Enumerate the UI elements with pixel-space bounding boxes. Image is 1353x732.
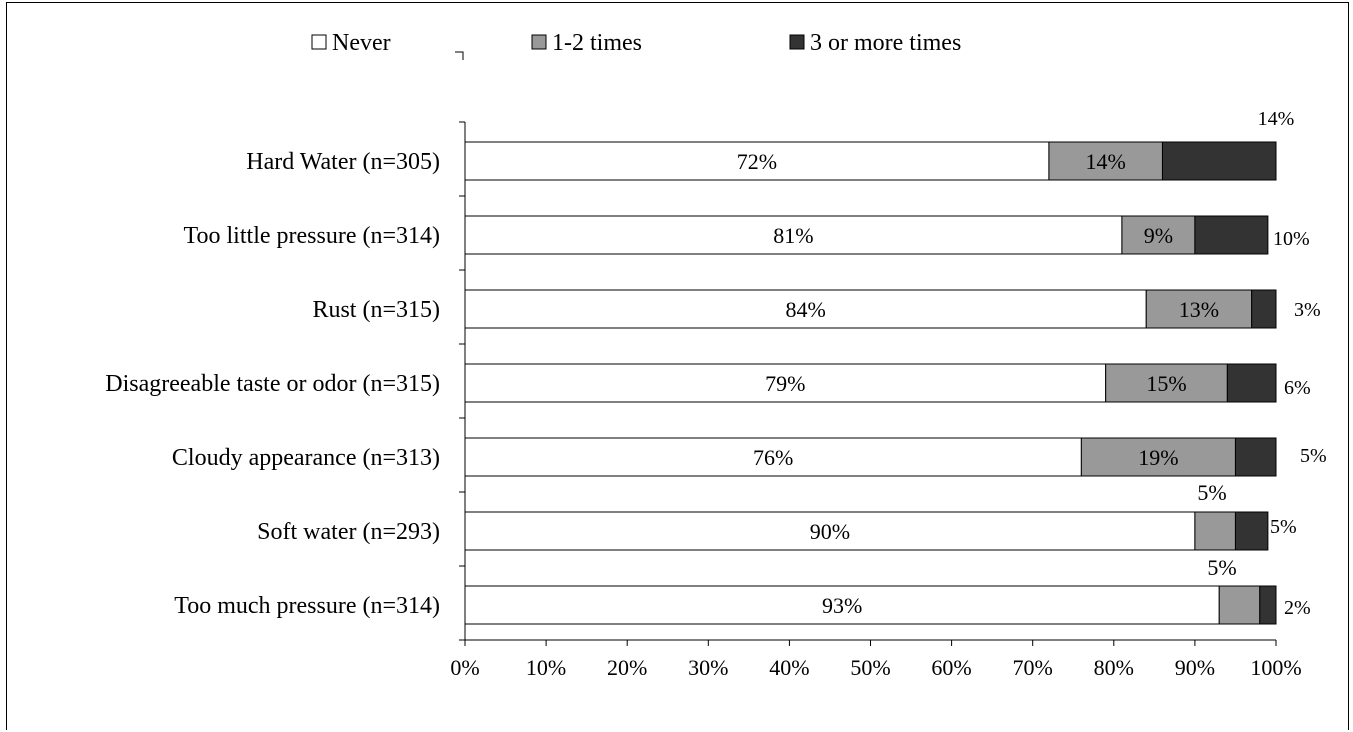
bar-segment [464, 215, 1123, 255]
category-label: Too little pressure (n=314) [184, 223, 440, 249]
category-label: Hard Water (n=305) [246, 149, 440, 175]
data-label: 93% [822, 593, 862, 618]
bar-segment [1121, 215, 1196, 255]
bar-segment [464, 585, 1220, 625]
bar-segment [1226, 363, 1277, 403]
bar-segment [1161, 141, 1277, 181]
category-label: Too much pressure (n=314) [174, 593, 440, 619]
bar-segment [1145, 289, 1253, 329]
data-label: 5% [1207, 555, 1236, 580]
bar-segment [1048, 141, 1163, 181]
legend-decoration [455, 51, 464, 60]
legend-swatch [311, 34, 327, 50]
data-label: 2% [1284, 597, 1311, 619]
data-label: 3% [1294, 299, 1321, 321]
legend-label: 1-2 times [552, 30, 642, 56]
x-tick-label: 80% [1094, 655, 1134, 680]
bar-segment [1234, 437, 1277, 477]
chart-frame [6, 2, 1349, 730]
bar-segment [464, 511, 1196, 551]
bar-segment [1259, 585, 1277, 625]
data-label: 81% [773, 223, 813, 248]
x-tick-label: 60% [931, 655, 971, 680]
data-label: 6% [1284, 377, 1311, 399]
data-label: 14% [1086, 149, 1126, 174]
data-label: 15% [1146, 371, 1186, 396]
bar-segment [1105, 363, 1228, 403]
x-tick-label: 30% [688, 655, 728, 680]
legend-swatch [531, 34, 547, 50]
x-tick-label: 40% [769, 655, 809, 680]
data-label: 76% [753, 445, 793, 470]
data-label: 84% [785, 297, 825, 322]
data-label: 19% [1138, 445, 1178, 470]
category-label: Rust (n=315) [312, 297, 440, 323]
category-label: Disagreeable taste or odor (n=315) [105, 371, 440, 397]
data-label: 5% [1197, 480, 1226, 505]
x-tick-label: 50% [850, 655, 890, 680]
bar-segment [464, 289, 1147, 329]
data-label: 72% [737, 149, 777, 174]
legend-swatch [789, 34, 805, 50]
x-tick-label: 70% [1013, 655, 1053, 680]
x-tick-label: 90% [1175, 655, 1215, 680]
data-label: 10% [1273, 228, 1310, 250]
data-label: 79% [765, 371, 805, 396]
x-tick-label: 20% [607, 655, 647, 680]
bar-segment [1218, 585, 1261, 625]
data-label: 5% [1300, 445, 1327, 467]
bar-segment [464, 141, 1050, 181]
bar-segment [1194, 215, 1269, 255]
data-label: 5% [1270, 516, 1297, 538]
bar-segment [464, 363, 1107, 403]
data-label: 9% [1144, 223, 1173, 248]
x-tick-label: 10% [526, 655, 566, 680]
data-label: 13% [1179, 297, 1219, 322]
category-label: Cloudy appearance (n=313) [172, 445, 440, 471]
bar-segment [1194, 511, 1236, 551]
bar-segment [1251, 289, 1277, 329]
x-tick-label: 0% [450, 655, 479, 680]
bar-segment [1080, 437, 1236, 477]
legend-label: 3 or more times [810, 30, 961, 56]
x-tick-label: 100% [1250, 655, 1301, 680]
legend-label: Never [332, 30, 391, 56]
category-label: Soft water (n=293) [257, 519, 440, 545]
data-label: 90% [810, 519, 850, 544]
bar-segment [1234, 511, 1269, 551]
data-label: 14% [1258, 108, 1295, 130]
